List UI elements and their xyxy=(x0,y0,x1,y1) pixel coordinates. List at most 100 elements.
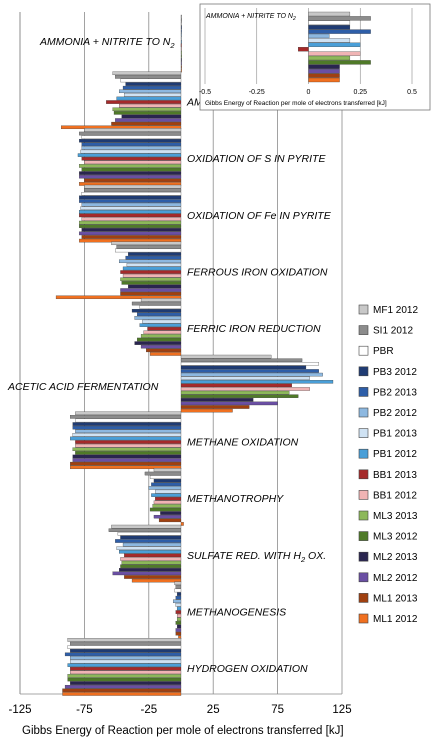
bar xyxy=(70,656,182,660)
legend-label: PB3 2012 xyxy=(373,367,417,378)
bar xyxy=(180,380,334,384)
bar xyxy=(79,171,182,175)
x-tick-label: -75 xyxy=(76,704,93,716)
bar xyxy=(131,308,182,313)
bar xyxy=(174,588,182,593)
legend-swatch xyxy=(358,613,369,624)
x-tick-label: 25 xyxy=(207,704,220,716)
bar xyxy=(180,376,310,380)
bar xyxy=(55,295,182,300)
bar xyxy=(180,390,290,395)
legend-label: PB1 2013 xyxy=(373,429,417,440)
bar xyxy=(180,362,319,366)
main-bars xyxy=(55,14,334,696)
bar xyxy=(111,121,182,126)
bar xyxy=(84,178,182,183)
inset-x-tick-label: 0 xyxy=(307,89,311,96)
bar xyxy=(113,111,182,115)
bar xyxy=(72,447,182,452)
legend-swatch xyxy=(358,510,369,521)
bar xyxy=(180,354,272,359)
inset-bar xyxy=(308,33,330,39)
inset-bar xyxy=(308,16,371,21)
bar xyxy=(116,96,182,101)
bar xyxy=(126,263,182,267)
bar xyxy=(180,25,182,30)
category-label: METHANOGENESIS xyxy=(187,606,286,618)
inset-bar xyxy=(308,55,351,61)
bar xyxy=(72,422,182,426)
bar xyxy=(180,358,303,362)
bar xyxy=(180,387,310,391)
bar xyxy=(180,18,182,22)
bar xyxy=(153,500,182,505)
bar xyxy=(79,231,182,236)
bar xyxy=(62,692,182,696)
bar xyxy=(143,330,182,335)
legend-label: SI1 2012 xyxy=(373,326,413,337)
bar xyxy=(119,103,182,108)
bar xyxy=(149,475,182,479)
inset-x-tick-label: -0.5 xyxy=(199,89,211,96)
bar xyxy=(173,599,182,604)
bar xyxy=(180,47,182,51)
legend-label: PB2 2012 xyxy=(373,408,417,419)
bar xyxy=(144,471,182,476)
bar xyxy=(84,128,182,132)
bar xyxy=(148,486,182,490)
bar xyxy=(79,195,182,200)
bar xyxy=(153,514,182,519)
legend-swatch xyxy=(358,345,369,356)
bar xyxy=(120,78,182,83)
bar xyxy=(149,507,182,512)
bar xyxy=(120,291,182,296)
bar xyxy=(142,319,182,324)
bar xyxy=(180,50,182,55)
legend-swatch xyxy=(358,428,369,438)
bar xyxy=(79,164,182,168)
bar xyxy=(75,411,182,416)
inset-bar xyxy=(308,38,351,43)
bar xyxy=(155,496,182,501)
legend-swatch xyxy=(358,325,369,335)
bar xyxy=(81,228,182,232)
inset-bar xyxy=(308,29,371,34)
bar xyxy=(139,323,182,327)
bar xyxy=(121,114,182,119)
bar xyxy=(180,522,184,526)
bar xyxy=(79,138,182,143)
bar xyxy=(134,316,182,320)
x-tick-label: 75 xyxy=(271,704,284,716)
legend-swatch xyxy=(358,387,369,397)
bar xyxy=(79,220,182,225)
bar xyxy=(84,184,182,189)
inset-x-tick-label: 0.5 xyxy=(407,89,417,96)
bar xyxy=(115,75,182,79)
bar xyxy=(81,156,182,161)
bar xyxy=(175,628,182,632)
legend: MF1 2012 SI1 2012 PBR PB3 2012 PB2 2013 PB2 2… xyxy=(358,304,418,625)
inset-x-tick-label: -0.25 xyxy=(249,89,265,96)
bar xyxy=(151,482,182,487)
bar xyxy=(80,149,182,154)
legend-label: MF1 2012 xyxy=(373,305,418,316)
legend-label: ML2 2013 xyxy=(373,552,418,563)
bar xyxy=(147,326,182,331)
category-label: FERRIC IRON REDUCTION xyxy=(187,323,321,335)
inset-bar xyxy=(308,73,340,78)
bar xyxy=(81,146,182,150)
legend-label: PBR xyxy=(373,346,394,357)
bar xyxy=(72,458,182,462)
inset-bar xyxy=(308,11,351,17)
bar xyxy=(111,524,182,529)
bar xyxy=(176,617,182,622)
legend-swatch xyxy=(358,448,369,459)
bar xyxy=(81,167,182,172)
bar xyxy=(72,454,182,459)
bar xyxy=(131,578,182,583)
legend-label: ML1 2012 xyxy=(373,614,418,625)
bar xyxy=(180,372,323,377)
bar xyxy=(81,235,182,239)
bar xyxy=(116,546,182,550)
